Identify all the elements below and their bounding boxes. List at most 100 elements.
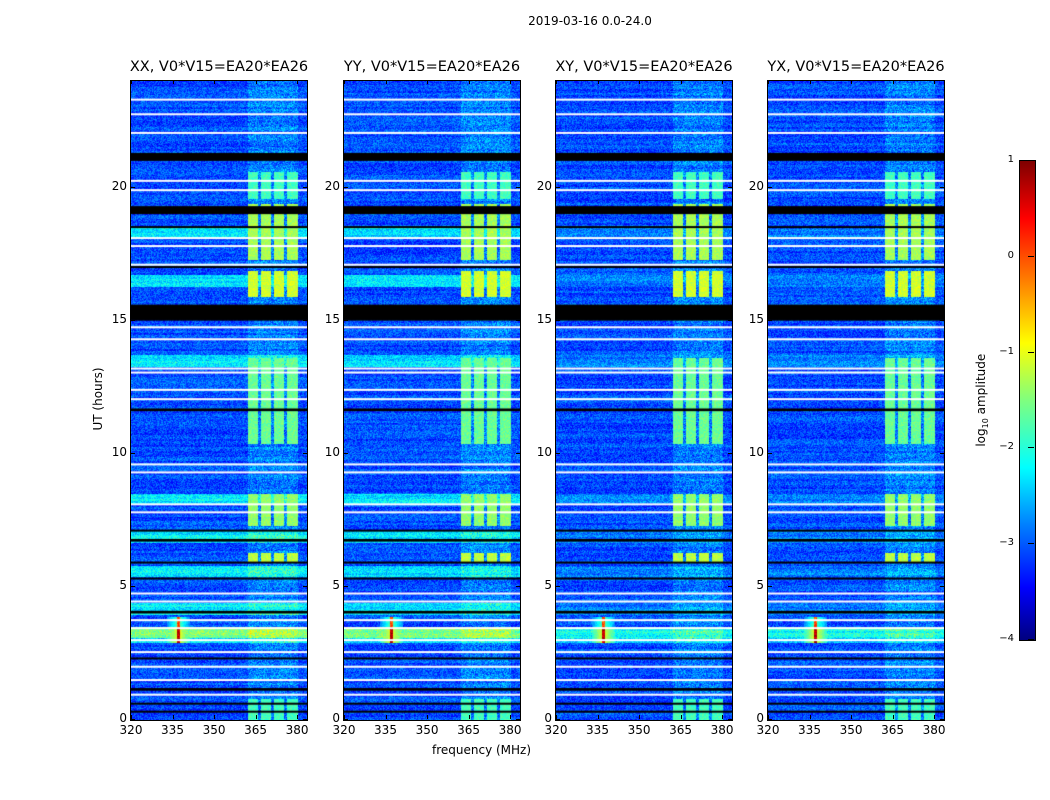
x-tick-label: 380 <box>710 723 734 737</box>
y-tick-label: 20 <box>748 178 764 193</box>
y-tick <box>131 452 135 454</box>
x-tick <box>556 715 557 719</box>
heatmap-panel <box>130 80 308 721</box>
x-tick <box>892 80 894 84</box>
x-tick <box>597 715 599 719</box>
x-tick <box>768 80 769 84</box>
x-tick-label: 320 <box>332 723 356 737</box>
x-tick-label: 365 <box>244 723 267 737</box>
y-tick <box>344 452 348 454</box>
colorbar-tick <box>1028 447 1034 449</box>
x-tick-label: 350 <box>839 723 863 737</box>
x-tick <box>597 80 599 84</box>
x-tick <box>468 80 470 84</box>
x-tick <box>722 715 724 719</box>
x-tick <box>131 715 132 719</box>
y-tick-label: 5 <box>332 577 340 592</box>
x-tick <box>809 80 811 84</box>
y-tick <box>516 452 520 454</box>
x-tick <box>468 715 470 719</box>
y-tick <box>768 719 772 720</box>
y-tick <box>940 452 944 454</box>
x-tick <box>722 80 724 84</box>
x-tick-label: 380 <box>922 723 946 737</box>
y-tick <box>516 585 520 587</box>
y-tick-label: 5 <box>756 577 764 592</box>
y-tick <box>303 452 307 454</box>
colorbar-tick-label: −4 <box>999 633 1014 644</box>
x-tick <box>427 715 429 719</box>
y-tick <box>556 585 560 587</box>
x-tick <box>851 80 853 84</box>
colorbar-tick <box>1028 543 1034 545</box>
y-axis-label: UT (hours) <box>91 367 105 431</box>
y-tick <box>768 186 772 188</box>
x-tick <box>934 715 936 719</box>
x-tick <box>297 715 299 719</box>
x-axis-label: frequency (MHz) <box>432 743 532 757</box>
x-tick <box>639 715 641 719</box>
y-tick-label: 15 <box>748 311 764 326</box>
y-tick <box>303 186 307 188</box>
y-tick <box>556 719 560 720</box>
y-tick-label: 10 <box>111 444 127 459</box>
y-tick <box>940 319 944 321</box>
x-tick-label: 350 <box>415 723 439 737</box>
x-tick-label: 365 <box>881 723 904 737</box>
x-tick <box>639 80 641 84</box>
y-tick-label: 10 <box>748 444 764 459</box>
colorbar-tick <box>1028 639 1034 640</box>
x-tick <box>172 80 174 84</box>
x-tick <box>680 80 682 84</box>
y-tick <box>940 186 944 188</box>
heatmap-image <box>344 81 520 720</box>
y-tick <box>131 319 135 321</box>
heatmap-image <box>131 81 307 720</box>
panel-title: YX, V0*V15=EA20*EA26 <box>767 59 945 75</box>
x-tick <box>809 715 811 719</box>
y-tick-label: 10 <box>324 444 340 459</box>
x-tick <box>214 715 216 719</box>
y-tick-label: 15 <box>111 311 127 326</box>
colorbar-tick-label: −1 <box>999 345 1014 357</box>
y-tick <box>516 186 520 188</box>
colorbar-tick <box>1028 160 1034 161</box>
y-tick <box>131 186 135 188</box>
panel-title: XY, V0*V15=EA20*EA26 <box>555 59 733 75</box>
x-tick <box>510 715 512 719</box>
y-tick <box>556 186 560 188</box>
heatmap-panel <box>767 80 945 721</box>
x-tick <box>255 80 257 84</box>
x-tick-label: 320 <box>756 723 780 737</box>
y-tick-label: 15 <box>536 311 552 326</box>
colorbar-tick <box>1028 351 1034 353</box>
panel-title: XX, V0*V15=EA20*EA26 <box>129 59 309 75</box>
y-tick <box>940 585 944 587</box>
x-tick <box>344 80 345 84</box>
x-tick-label: 335 <box>798 723 821 737</box>
y-tick-label: 0 <box>119 711 127 725</box>
colorbar <box>1019 160 1036 641</box>
heatmap-image <box>556 81 732 720</box>
x-tick-label: 335 <box>374 723 397 737</box>
y-tick <box>728 585 732 587</box>
heatmap-panel <box>343 80 521 721</box>
y-tick <box>344 186 348 188</box>
x-tick-label: 365 <box>669 723 692 737</box>
y-tick-label: 5 <box>119 577 127 592</box>
x-tick <box>427 80 429 84</box>
x-tick <box>131 80 132 84</box>
x-tick-label: 335 <box>586 723 609 737</box>
y-tick-label: 0 <box>332 711 340 725</box>
x-tick <box>172 715 174 719</box>
x-tick <box>385 80 387 84</box>
x-tick-label: 320 <box>544 723 568 737</box>
colorbar-tick-label: −2 <box>999 441 1014 453</box>
y-tick <box>131 585 135 587</box>
x-tick-label: 380 <box>285 723 309 737</box>
x-tick <box>768 715 769 719</box>
y-tick <box>516 719 520 720</box>
y-tick-label: 20 <box>536 178 552 193</box>
y-tick-label: 10 <box>536 444 552 459</box>
